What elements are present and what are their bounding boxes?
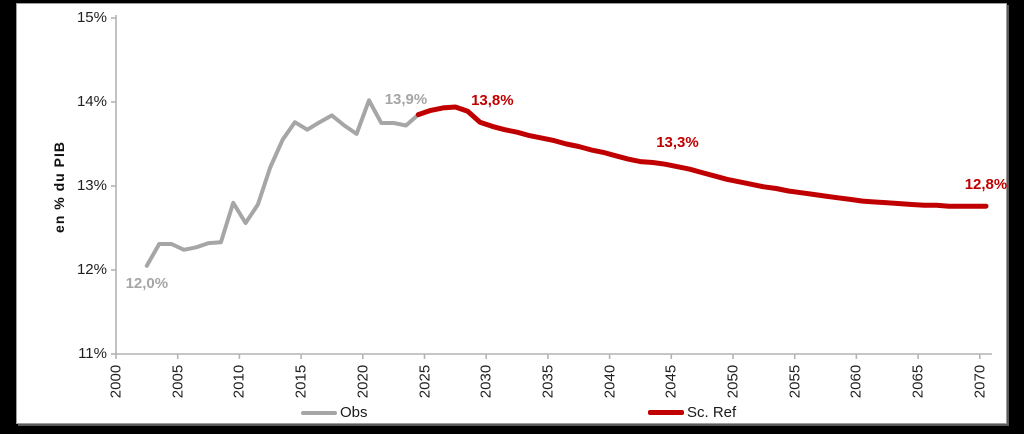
legend-item-obs: Obs <box>301 404 368 421</box>
sc-ref-line-swatch <box>648 410 684 415</box>
legend-label-sc-ref: Sc. Ref <box>687 404 737 421</box>
legend-item-sc-ref: Sc. Ref <box>648 404 736 421</box>
legend-label-obs: Obs <box>340 404 368 421</box>
plot-area <box>111 15 992 359</box>
obs-series-line <box>144 98 421 268</box>
obs-line-swatch <box>301 410 337 415</box>
chart-card: en % du PIB 11% 12% 13% 14% 15% 2000 2005 2010 2… <box>16 3 1007 424</box>
sc-ref-series-line <box>415 104 989 209</box>
